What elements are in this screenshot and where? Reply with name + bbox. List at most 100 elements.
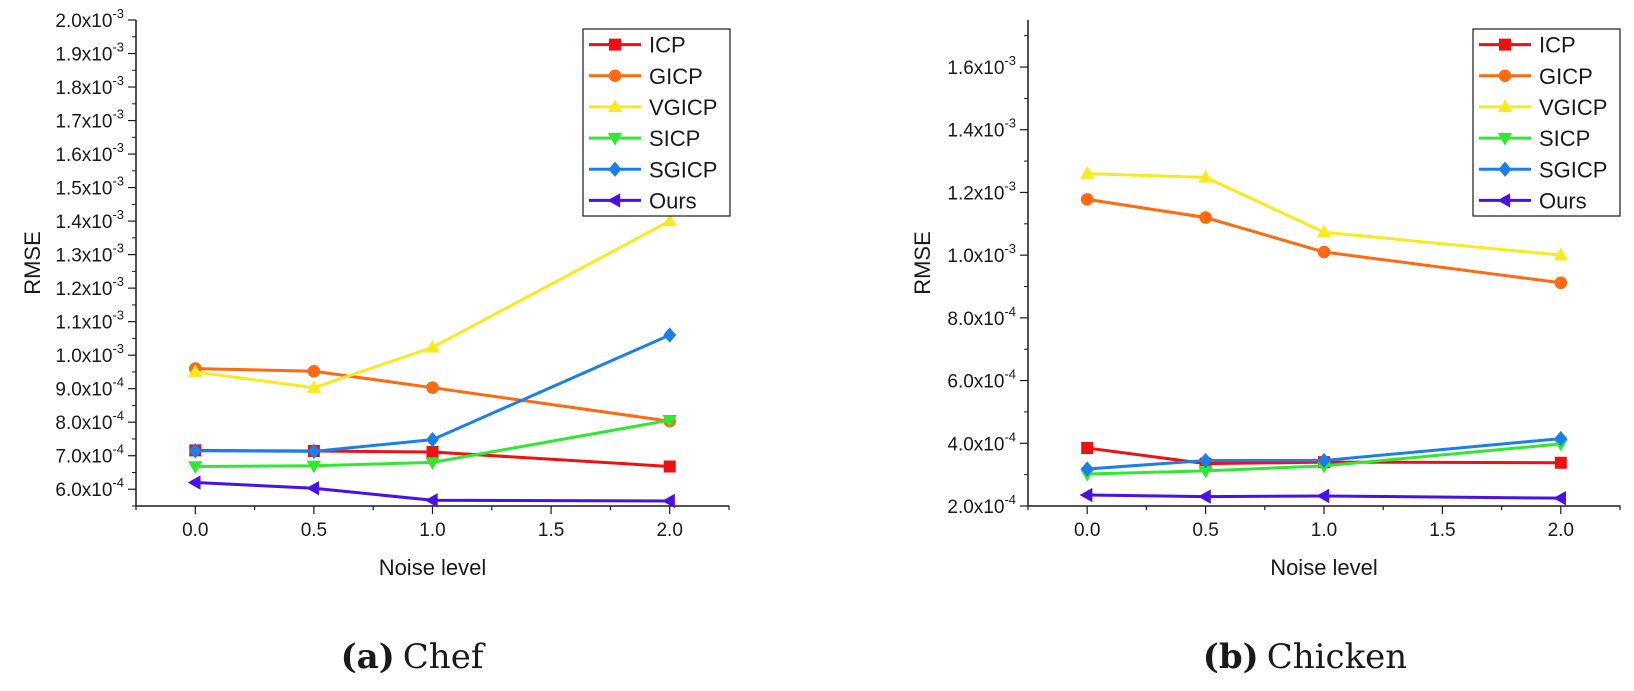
y-tick-exponent: -3 bbox=[112, 341, 124, 356]
data-point-sicp bbox=[662, 415, 677, 428]
data-point-gicp bbox=[307, 364, 321, 378]
y-tick-label: 9.0x10-4 bbox=[55, 375, 124, 401]
data-point-vgicp bbox=[1080, 166, 1095, 179]
legend-label: VGICP bbox=[649, 95, 717, 120]
y-tick-label: 1.4x10-3 bbox=[947, 116, 1016, 142]
y-tick-mantissa: 8.0x10 bbox=[947, 309, 1004, 330]
data-point-sgicp bbox=[307, 443, 321, 460]
y-tick-mantissa: 2.0x10 bbox=[55, 11, 112, 32]
series-ours bbox=[1079, 487, 1566, 506]
y-tick-mantissa: 1.2x10 bbox=[55, 279, 112, 300]
y-tick-label: 1.0x10-3 bbox=[947, 241, 1016, 267]
legend-label: VGICP bbox=[1539, 95, 1607, 120]
y-tick-exponent: -4 bbox=[112, 375, 124, 390]
y-tick-mantissa: 1.0x10 bbox=[947, 246, 1004, 267]
data-point-gicp bbox=[1199, 211, 1212, 224]
legend-marker-gicp bbox=[608, 69, 622, 83]
data-point-vgicp bbox=[1198, 169, 1213, 183]
legend-label: GICP bbox=[649, 64, 703, 89]
series-sgicp bbox=[188, 327, 677, 460]
y-tick-mantissa: 6.0x10 bbox=[947, 372, 1004, 393]
legend-marker-sgicp bbox=[1498, 161, 1512, 177]
x-tick-label: 2.0 bbox=[656, 520, 682, 541]
caption-label: (b) bbox=[1203, 637, 1259, 677]
y-tick-label: 7.0x10-4 bbox=[55, 442, 124, 468]
legend-marker-gicp bbox=[1498, 69, 1512, 83]
y-tick-mantissa: 1.6x10 bbox=[947, 58, 1004, 79]
caption-name: Chicken bbox=[1267, 637, 1407, 677]
data-point-icp bbox=[663, 460, 676, 473]
y-tick-exponent: -4 bbox=[1004, 429, 1016, 444]
y-tick-exponent: -4 bbox=[1004, 492, 1016, 507]
y-tick-mantissa: 1.5x10 bbox=[55, 179, 112, 200]
x-axis-title: Noise level bbox=[379, 555, 487, 580]
data-point-vgicp bbox=[425, 339, 440, 353]
y-tick-mantissa: 8.0x10 bbox=[55, 413, 112, 434]
y-tick-mantissa: 1.6x10 bbox=[55, 145, 112, 166]
data-point-sgicp bbox=[1080, 461, 1094, 477]
y-tick-label: 1.3x10-3 bbox=[55, 241, 124, 267]
y-tick-mantissa: 1.9x10 bbox=[55, 45, 112, 66]
y-tick-exponent: -3 bbox=[1004, 53, 1016, 68]
data-point-ours bbox=[1553, 490, 1566, 506]
y-tick-label: 1.2x10-3 bbox=[947, 178, 1016, 204]
legend-marker-vgicp bbox=[607, 99, 623, 113]
data-point-ours bbox=[1316, 488, 1330, 504]
legend: ICP GICP VGICP SICP SGICP Ours bbox=[1472, 28, 1621, 217]
y-tick-mantissa: 2.0x10 bbox=[947, 497, 1004, 518]
data-point-sgicp bbox=[663, 327, 677, 343]
legend-marker-sicp bbox=[607, 132, 623, 146]
legend-label: ICP bbox=[1539, 33, 1576, 58]
y-tick-exponent: -3 bbox=[112, 207, 124, 222]
series-gicp bbox=[189, 362, 676, 428]
y-tick-exponent: -3 bbox=[112, 140, 124, 155]
legend-label: ICP bbox=[649, 33, 686, 58]
series-line-vgicp bbox=[195, 219, 671, 390]
y-tick-exponent: -3 bbox=[112, 40, 124, 55]
y-axis-title: RMSE bbox=[20, 231, 45, 295]
y-tick-mantissa: 1.3x10 bbox=[55, 246, 112, 267]
x-axis-title: Noise level bbox=[1270, 555, 1378, 580]
y-tick-exponent: -3 bbox=[112, 6, 124, 21]
legend-box bbox=[1472, 28, 1621, 217]
y-tick-label: 1.6x10-3 bbox=[947, 53, 1016, 79]
data-point-ours bbox=[424, 493, 438, 508]
chart-chef: 6.0x10-47.0x10-48.0x10-49.0x10-41.0x10-3… bbox=[20, 6, 731, 677]
y-tick-label: 1.0x10-3 bbox=[55, 341, 124, 367]
data-point-sicp bbox=[188, 461, 203, 475]
y-tick-label: 1.6x10-3 bbox=[55, 140, 124, 166]
y-tick-exponent: -4 bbox=[112, 408, 124, 423]
series-line-sicp bbox=[195, 418, 670, 468]
legend-marker-icp bbox=[1499, 38, 1511, 51]
data-point-vgicp bbox=[306, 380, 322, 393]
y-tick-mantissa: 1.8x10 bbox=[55, 78, 112, 99]
data-point-sicp bbox=[425, 457, 440, 471]
legend-label: GICP bbox=[1539, 64, 1593, 89]
data-point-vgicp bbox=[662, 213, 677, 227]
y-tick-label: 1.2x10-3 bbox=[55, 274, 124, 300]
y-tick-exponent: -3 bbox=[1004, 241, 1016, 256]
legend-box bbox=[582, 28, 731, 217]
legend-label: SGICP bbox=[1539, 157, 1607, 182]
data-point-gicp bbox=[426, 381, 439, 394]
series-line-ours bbox=[195, 481, 670, 503]
y-tick-exponent: -3 bbox=[1004, 116, 1016, 131]
legend-label: SICP bbox=[1539, 126, 1590, 151]
legend-label: Ours bbox=[1539, 188, 1587, 213]
y-tick-label: 8.0x10-4 bbox=[55, 408, 124, 434]
y-tick-mantissa: 1.2x10 bbox=[947, 183, 1004, 204]
y-tick-label: 1.4x10-3 bbox=[55, 207, 124, 233]
y-tick-mantissa: 1.4x10 bbox=[947, 121, 1004, 142]
y-axis-title: RMSE bbox=[910, 231, 935, 295]
data-point-gicp bbox=[1080, 193, 1094, 206]
y-tick-label: 1.8x10-3 bbox=[55, 73, 124, 99]
y-tick-label: 1.7x10-3 bbox=[55, 107, 124, 133]
chart-chicken: 2.0x10-44.0x10-46.0x10-48.0x10-41.0x10-3… bbox=[910, 20, 1621, 677]
legend-marker-ours bbox=[607, 193, 621, 208]
y-tick-exponent: -3 bbox=[112, 241, 124, 256]
series-line-gicp bbox=[1086, 197, 1561, 285]
series-vgicp bbox=[1080, 166, 1568, 261]
caption-name: Chef bbox=[403, 637, 486, 677]
y-tick-mantissa: 1.7x10 bbox=[55, 112, 112, 133]
